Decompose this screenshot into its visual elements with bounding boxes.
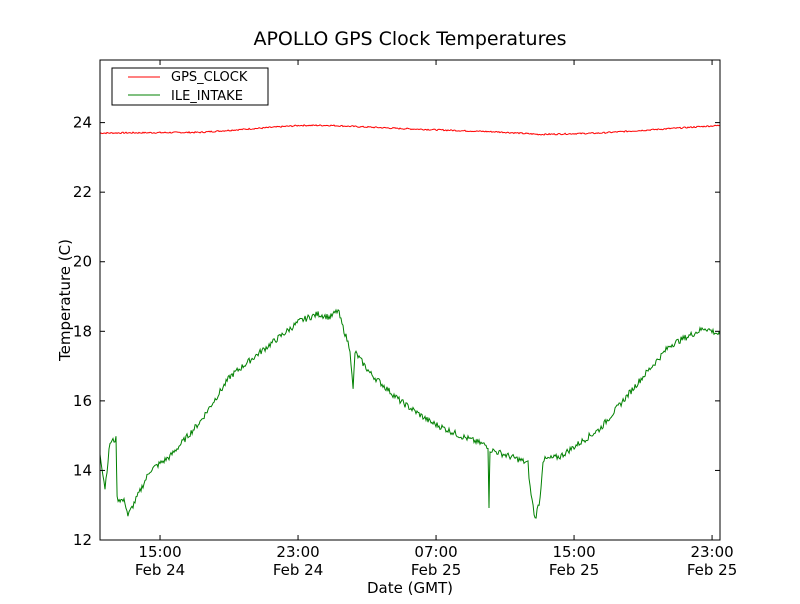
legend-label-gps-clock: GPS_CLOCK [171,70,248,85]
series-layer [99,124,721,519]
legend: GPS_CLOCK ILE_INTAKE [111,67,269,106]
x-tick-label-time: 23:00 [690,543,733,561]
y-tick-label: 18 [73,322,92,340]
legend-label-ile-intake: ILE_INTAKE [171,89,243,104]
y-tick-label: 16 [73,392,92,410]
x-tick-label-date: Feb 25 [411,561,461,579]
x-tick-label-time: 23:00 [276,543,319,561]
x-tick-label-date: Feb 25 [549,561,599,579]
series-line-ile-intake [99,308,721,519]
x-tick-label-time: 07:00 [414,543,457,561]
x-tick-label-time: 15:00 [552,543,595,561]
legend-box [111,67,269,106]
x-tick-label-time: 15:00 [138,543,181,561]
series-line-gps-clock [99,124,721,136]
x-tick-label-date: Feb 24 [135,561,185,579]
y-tick-label: 14 [73,461,92,479]
chart-title: APOLLO GPS Clock Temperatures [253,28,566,50]
y-axis-label: Temperature (C) [56,239,74,362]
y-tick-label: 24 [73,114,92,132]
y-tick-label: 20 [73,253,92,271]
x-tick-label-date: Feb 25 [687,561,737,579]
y-tick-label: 22 [73,183,92,201]
plot-frame [99,59,721,541]
x-axis-label: Date (GMT) [367,579,453,597]
y-tick-label: 12 [73,531,92,549]
x-tick-label-date: Feb 24 [273,561,323,579]
